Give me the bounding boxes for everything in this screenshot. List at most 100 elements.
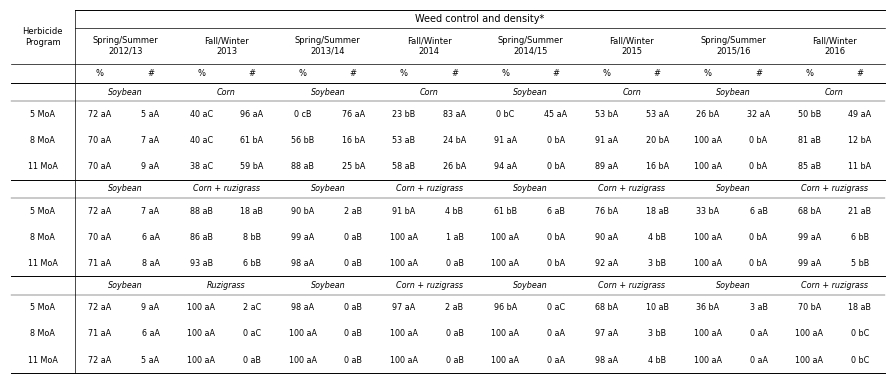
Text: 0 aB: 0 aB [344, 356, 361, 364]
Text: 1 aB: 1 aB [445, 233, 463, 242]
Text: 6 bB: 6 bB [850, 233, 868, 242]
Text: 5 aA: 5 aA [141, 110, 159, 119]
Text: 12 bA: 12 bA [847, 136, 871, 145]
Text: 86 aB: 86 aB [190, 233, 213, 242]
Text: #: # [349, 69, 356, 78]
Text: 53 aB: 53 aB [392, 136, 415, 145]
Text: 100 aA: 100 aA [693, 233, 721, 242]
Text: 83 aA: 83 aA [442, 110, 465, 119]
Text: 0 aB: 0 aB [344, 329, 361, 339]
Text: 98 aA: 98 aA [291, 259, 314, 268]
Text: 61 bB: 61 bB [494, 207, 517, 215]
Text: 4 bB: 4 bB [445, 207, 463, 215]
Text: Soybean: Soybean [108, 184, 143, 193]
Text: 6 bB: 6 bB [243, 259, 260, 268]
Text: 10 aB: 10 aB [645, 303, 668, 312]
Text: 96 aA: 96 aA [240, 110, 263, 119]
Text: 9 aA: 9 aA [141, 303, 159, 312]
Text: 8 MoA: 8 MoA [30, 136, 55, 145]
Text: 11 MoA: 11 MoA [27, 259, 58, 268]
Text: 0 bA: 0 bA [749, 233, 766, 242]
Text: 94 aA: 94 aA [494, 162, 517, 171]
Text: 5 aA: 5 aA [141, 356, 159, 364]
Text: Ruzigrass: Ruzigrass [207, 281, 245, 290]
Text: 0 aB: 0 aB [243, 356, 260, 364]
Text: 91 aA: 91 aA [595, 136, 618, 145]
Text: 71 aA: 71 aA [89, 329, 112, 339]
Text: 53 aA: 53 aA [645, 110, 668, 119]
Text: Soybean: Soybean [513, 281, 548, 290]
Text: 99 aA: 99 aA [797, 233, 820, 242]
Text: 33 bA: 33 bA [696, 207, 719, 215]
Text: Spring/Summer
2012/13: Spring/Summer 2012/13 [92, 36, 158, 56]
Text: 21 aB: 21 aB [847, 207, 870, 215]
Text: 18 aB: 18 aB [847, 303, 870, 312]
Text: 32 aA: 32 aA [746, 110, 769, 119]
Text: 8 aA: 8 aA [142, 259, 159, 268]
Text: %: % [602, 69, 610, 78]
Text: 68 bA: 68 bA [797, 207, 820, 215]
Text: 4 bB: 4 bB [648, 233, 665, 242]
Text: 70 aA: 70 aA [89, 162, 112, 171]
Text: 68 bA: 68 bA [595, 303, 618, 312]
Text: 100 aA: 100 aA [795, 329, 822, 339]
Text: #: # [552, 69, 559, 78]
Text: 100 aA: 100 aA [795, 356, 822, 364]
Text: 72 aA: 72 aA [88, 207, 112, 215]
Text: 58 aB: 58 aB [392, 162, 415, 171]
Text: Spring/Summer
2013/14: Spring/Summer 2013/14 [295, 36, 361, 56]
Text: 0 aB: 0 aB [344, 259, 361, 268]
Text: 71 aA: 71 aA [89, 259, 112, 268]
Text: Soybean: Soybean [310, 87, 345, 97]
Text: 90 aA: 90 aA [595, 233, 618, 242]
Text: Corn + ruzigrass: Corn + ruzigrass [395, 184, 462, 193]
Text: Corn: Corn [419, 87, 439, 97]
Text: 0 bA: 0 bA [749, 136, 766, 145]
Text: 2 aB: 2 aB [445, 303, 463, 312]
Text: 70 aA: 70 aA [89, 136, 112, 145]
Text: 72 aA: 72 aA [88, 356, 112, 364]
Text: 0 bA: 0 bA [749, 162, 766, 171]
Text: Spring/Summer
2014/15: Spring/Summer 2014/15 [497, 36, 563, 56]
Text: #: # [248, 69, 255, 78]
Text: 100 aA: 100 aA [187, 303, 215, 312]
Text: 0 aB: 0 aB [445, 356, 463, 364]
Text: 5 MoA: 5 MoA [30, 110, 55, 119]
Text: 5 bB: 5 bB [850, 259, 868, 268]
Text: 100 aA: 100 aA [390, 356, 417, 364]
Text: 8 bB: 8 bB [243, 233, 260, 242]
Text: 0 aB: 0 aB [445, 329, 463, 339]
Text: 100 aA: 100 aA [491, 233, 518, 242]
Text: Herbicide
Program: Herbicide Program [22, 27, 63, 47]
Text: %: % [804, 69, 812, 78]
Text: 100 aA: 100 aA [693, 136, 721, 145]
Text: %: % [501, 69, 509, 78]
Text: 0 aB: 0 aB [445, 259, 463, 268]
Text: 100 aA: 100 aA [390, 329, 417, 339]
Text: 100 aA: 100 aA [693, 259, 721, 268]
Text: Corn: Corn [622, 87, 641, 97]
Text: 49 aA: 49 aA [847, 110, 870, 119]
Text: 100 aA: 100 aA [491, 329, 518, 339]
Text: 98 aA: 98 aA [291, 303, 314, 312]
Text: 6 aB: 6 aB [749, 207, 766, 215]
Text: 0 bA: 0 bA [546, 136, 564, 145]
Text: 16 bA: 16 bA [341, 136, 364, 145]
Text: %: % [400, 69, 408, 78]
Text: Corn + ruzigrass: Corn + ruzigrass [395, 281, 462, 290]
Text: 4 bB: 4 bB [648, 356, 665, 364]
Text: 38 aC: 38 aC [190, 162, 213, 171]
Text: 76 aA: 76 aA [341, 110, 364, 119]
Text: Corn + ruzigrass: Corn + ruzigrass [800, 281, 867, 290]
Text: #: # [450, 69, 457, 78]
Text: 0 aB: 0 aB [344, 303, 361, 312]
Text: 53 bA: 53 bA [595, 110, 618, 119]
Text: 8 MoA: 8 MoA [30, 329, 55, 339]
Text: 50 bB: 50 bB [797, 110, 820, 119]
Text: 100 aA: 100 aA [390, 233, 417, 242]
Text: 88 aB: 88 aB [190, 207, 213, 215]
Text: Corn: Corn [824, 87, 843, 97]
Text: 18 aB: 18 aB [645, 207, 668, 215]
Text: 26 bA: 26 bA [696, 110, 719, 119]
Text: %: % [299, 69, 307, 78]
